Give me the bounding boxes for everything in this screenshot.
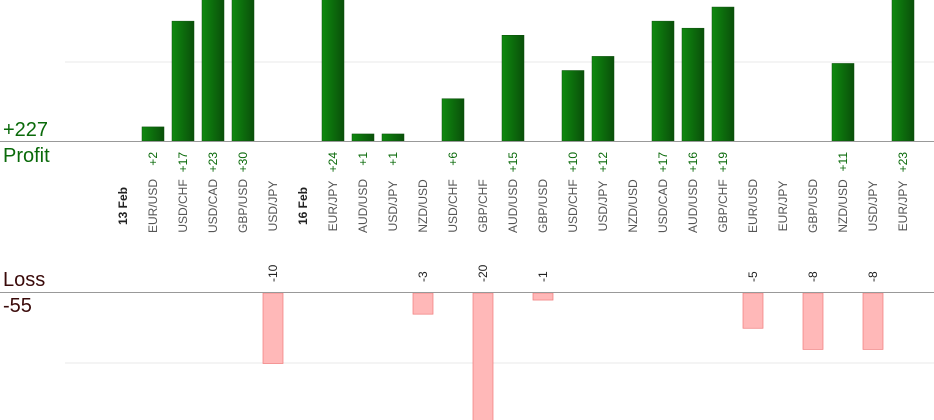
profit-bar (651, 20, 675, 142)
loss-value-label: -3 (416, 271, 430, 282)
profit-value-label: +23 (206, 152, 220, 173)
category-label: GBP/CHF (716, 179, 730, 232)
loss-bar (262, 292, 284, 364)
profit-bar (171, 20, 195, 142)
loss-total: -55 (3, 295, 32, 317)
profit-bar (891, 0, 915, 142)
category-label: GBP/USD (236, 179, 250, 233)
profit-bar (591, 56, 615, 142)
category-label: EUR/JPY (776, 181, 790, 232)
date-label: 16 Feb (296, 187, 310, 225)
loss-bar (802, 292, 824, 350)
profit-value-label: +30 (236, 152, 250, 173)
category-label: USD/CAD (206, 179, 220, 233)
profit-bar (501, 35, 525, 142)
category-label: USD/CHF (446, 179, 460, 232)
profit-bar (321, 0, 345, 142)
loss-bar (412, 292, 434, 315)
profit-value-label: +17 (176, 152, 190, 173)
profit-label: Profit (3, 145, 50, 167)
category-label: USD/CHF (176, 179, 190, 232)
profit-value-label: +2 (146, 152, 160, 166)
profit-bar (681, 27, 705, 142)
category-label: GBP/USD (536, 179, 550, 233)
category-label: EUR/JPY (896, 181, 910, 232)
profit-value-label: +23 (896, 152, 910, 173)
loss-value-label: -10 (266, 264, 280, 282)
category-label: NZD/USD (836, 179, 850, 233)
loss-value-label: -1 (536, 271, 550, 282)
loss-value-label: -5 (746, 271, 760, 282)
category-label: USD/JPY (386, 181, 400, 232)
labels: 13 Feb EUR/USD +2 USD/CHF +17 USD/CAD +23 GBP/U… (116, 152, 910, 282)
profit-value-label: +1 (356, 152, 370, 166)
loss-bar (532, 292, 554, 301)
loss-value-label: -20 (476, 264, 490, 282)
profit-value-label: +6 (446, 152, 460, 166)
loss-value-label: -8 (806, 271, 820, 282)
category-label: AUD/USD (506, 179, 520, 233)
category-label: EUR/JPY (326, 181, 340, 232)
loss-value-label: -8 (866, 271, 880, 282)
profit-value-label: +19 (716, 152, 730, 173)
category-label: AUD/USD (686, 179, 700, 233)
profit-value-label: +16 (686, 152, 700, 173)
profit-value-label: +10 (566, 152, 580, 173)
loss-bar (472, 292, 494, 420)
profit-bar (711, 6, 735, 142)
loss-bar (862, 292, 884, 350)
profit-value-label: +12 (596, 152, 610, 173)
loss-label: Loss (3, 269, 46, 291)
profit-bar (201, 0, 225, 142)
profit-bar (141, 126, 165, 142)
category-label: USD/JPY (266, 181, 280, 232)
category-label: USD/JPY (866, 181, 880, 232)
date-label: 13 Feb (116, 187, 130, 225)
profit-value-label: +15 (506, 152, 520, 173)
profit-bar (351, 133, 375, 142)
bars (141, 0, 915, 420)
category-label: EUR/USD (146, 179, 160, 233)
profit-value-label: +1 (386, 152, 400, 166)
category-label: GBP/CHF (476, 179, 490, 232)
category-label: GBP/USD (806, 179, 820, 233)
category-label: USD/CHF (566, 179, 580, 232)
axes (0, 141, 934, 293)
category-label: EUR/USD (746, 179, 760, 233)
profit-value-label: +17 (656, 152, 670, 173)
profit-value-label: +24 (326, 152, 340, 173)
loss-bar (742, 292, 764, 329)
profit-value-label: +11 (836, 152, 850, 172)
profit-bar (441, 98, 465, 142)
profit-bar (381, 133, 405, 142)
category-label: AUD/USD (356, 179, 370, 233)
profit-total: +227 (3, 119, 49, 141)
category-label: NZD/USD (416, 179, 430, 233)
category-label: USD/CAD (656, 179, 670, 233)
profit-bar (831, 63, 855, 142)
category-label: USD/JPY (596, 181, 610, 232)
profit-bar (231, 0, 255, 142)
category-label: NZD/USD (626, 179, 640, 233)
profit-bar (561, 70, 585, 142)
